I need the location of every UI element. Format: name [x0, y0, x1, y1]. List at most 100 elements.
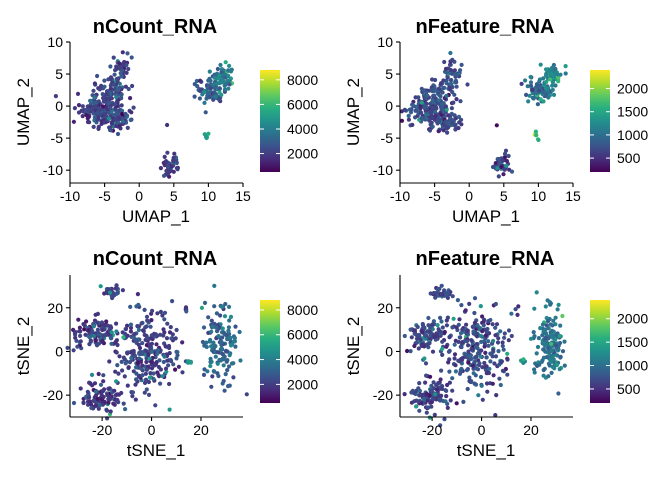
scatter-point	[71, 400, 77, 406]
scatter-point	[440, 339, 445, 344]
scatter-point	[123, 361, 128, 366]
scatter-point	[95, 73, 100, 79]
scatter-point	[551, 74, 557, 79]
scatter-point	[89, 99, 94, 104]
scatter-point	[484, 381, 490, 386]
scatter-point	[107, 100, 112, 105]
scatter-point	[106, 386, 111, 391]
scatter-point	[174, 327, 179, 333]
scatter-point	[158, 332, 163, 337]
scatter-point	[484, 330, 489, 335]
scatter-point	[174, 356, 179, 361]
scatter-point	[447, 335, 452, 340]
scatter-point	[490, 322, 495, 327]
scatter-point	[550, 80, 556, 85]
scatter-point	[424, 410, 429, 415]
scatter-point	[216, 334, 221, 339]
scatter-point	[412, 343, 417, 349]
scatter-point	[454, 97, 459, 102]
scatter-point	[458, 99, 463, 104]
scatter-point	[145, 318, 150, 323]
scatter-point	[422, 105, 427, 110]
scatter-point	[482, 341, 487, 346]
scatter-point	[468, 379, 473, 384]
scatter-point	[477, 351, 482, 356]
scatter-point	[75, 91, 81, 96]
scatter-point	[526, 99, 531, 104]
scatter-point	[560, 349, 566, 354]
scatter-point	[107, 116, 112, 121]
scatter-point	[143, 377, 149, 382]
scatter-point	[458, 68, 463, 73]
scatter-point	[213, 94, 218, 99]
scatter-point	[459, 62, 464, 67]
scatter-point	[443, 119, 448, 124]
scatter-point	[461, 399, 466, 404]
scatter-point	[114, 66, 119, 71]
scatter-point	[439, 319, 444, 324]
scatter-point	[435, 287, 441, 292]
scatter-point	[104, 319, 109, 324]
scatter-points	[402, 283, 567, 428]
scatter-point	[146, 352, 151, 357]
scatter-point	[208, 337, 213, 343]
scatter-point	[194, 78, 199, 84]
scatter-point	[137, 350, 142, 355]
scatter-point	[124, 63, 129, 68]
scatter-point	[402, 392, 407, 397]
scatter-point	[441, 128, 446, 133]
scatter-point	[176, 364, 181, 369]
scatter-point	[113, 286, 118, 291]
scatter-point	[225, 358, 230, 363]
scatter-point	[502, 335, 507, 340]
scatter-point	[71, 348, 76, 353]
scatter-point	[200, 339, 205, 345]
scatter-point	[93, 338, 98, 343]
scatter-point	[83, 394, 89, 400]
scatter-point	[74, 338, 79, 343]
scatter-point	[154, 342, 159, 347]
scatter-point	[459, 303, 464, 308]
scatter-point	[95, 396, 100, 401]
scatter-point	[445, 130, 450, 135]
x-tick-label: 10	[201, 188, 217, 204]
scatter-point	[438, 377, 443, 382]
scatter-point	[146, 379, 151, 385]
scatter-point	[426, 315, 431, 321]
scatter-point	[91, 124, 96, 129]
scatter-point	[497, 161, 502, 166]
scatter-point	[432, 93, 437, 98]
scatter-point	[433, 392, 438, 397]
scatter-point	[133, 365, 139, 370]
scatter-point	[429, 389, 434, 394]
scatter-point	[474, 354, 479, 359]
scatter-point	[416, 399, 421, 404]
scatter-point	[137, 324, 142, 329]
scatter-point	[114, 350, 119, 355]
x-tick-label: 5	[170, 188, 178, 204]
scatter-point	[453, 369, 458, 374]
scatter-point	[82, 323, 87, 328]
scatter-point	[537, 85, 542, 90]
scatter-point	[212, 283, 217, 288]
scatter-point	[502, 167, 507, 172]
scatter-point	[112, 388, 117, 393]
scatter-point	[502, 151, 508, 156]
scatter-point	[430, 349, 436, 354]
scatter-point	[399, 118, 405, 123]
x-tick-label: 0	[148, 422, 156, 438]
scatter-point	[115, 131, 121, 137]
scatter-point	[232, 339, 237, 344]
scatter-point	[93, 393, 99, 398]
y-tick-label: 0	[55, 98, 63, 114]
scatter-point	[558, 323, 563, 328]
scatter-point	[114, 291, 119, 296]
scatter-point	[505, 372, 510, 377]
scatter-point	[203, 134, 209, 139]
scatter-point	[478, 326, 483, 331]
scatter-point	[515, 312, 520, 317]
scatter-point	[555, 72, 560, 77]
scatter-point	[440, 346, 445, 351]
scatter-point	[125, 383, 130, 388]
